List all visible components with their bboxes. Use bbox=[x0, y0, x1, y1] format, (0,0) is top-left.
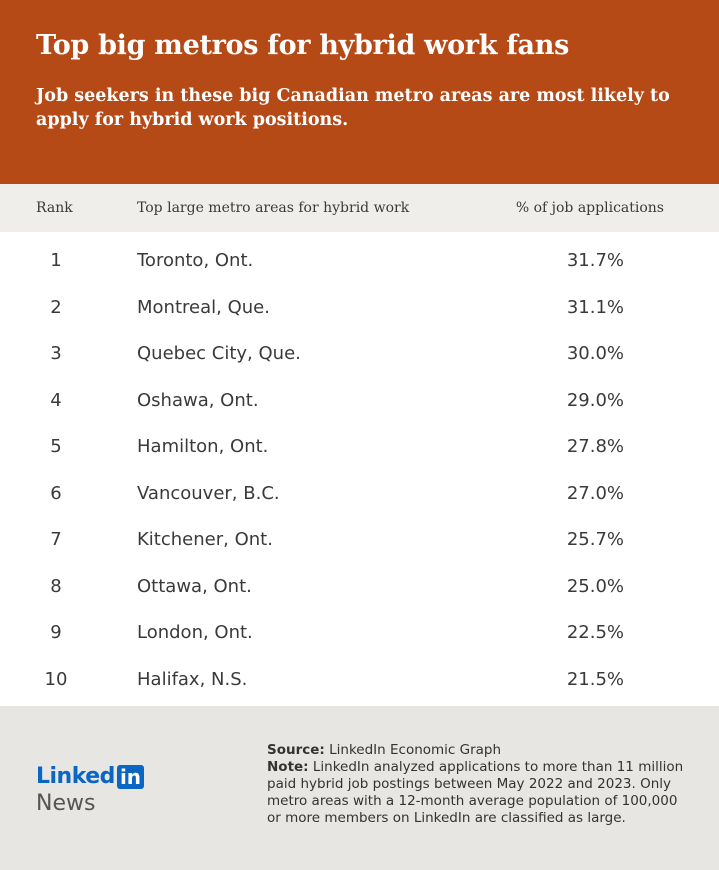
percent-cell: 27.0% bbox=[566, 482, 624, 504]
table-row: 6 Vancouver, B.C. 27.0% bbox=[0, 465, 719, 512]
percent-cell: 30.0% bbox=[566, 343, 624, 364]
page-title: Top big metros for hybrid work fans bbox=[36, 30, 569, 61]
column-header-metro: Top large metro areas for hybrid work bbox=[137, 200, 410, 216]
page-subtitle: Job seekers in these big Canadian metro … bbox=[36, 86, 670, 130]
footer: Linked in News Source: LinkedIn Economic… bbox=[0, 706, 719, 870]
percent-cell: 31.7% bbox=[566, 250, 624, 271]
percent-cell: 31.1% bbox=[566, 296, 624, 318]
metro-cell: Halifax, N.S. bbox=[137, 668, 248, 690]
source-text: LinkedIn Economic Graph bbox=[329, 742, 502, 758]
column-header-rank: Rank bbox=[36, 200, 73, 216]
table-header: Rank Top large metro areas for hybrid wo… bbox=[0, 184, 719, 232]
metro-cell: London, Ont. bbox=[137, 622, 253, 643]
percent-cell: 25.0% bbox=[566, 575, 624, 597]
rank-cell: 8 bbox=[50, 575, 62, 597]
percent-cell: 27.8% bbox=[566, 436, 624, 457]
rank-cell: 3 bbox=[50, 343, 62, 364]
table-row: 4 Oshawa, Ont. 29.0% bbox=[0, 372, 719, 419]
percent-cell: 21.5% bbox=[566, 668, 624, 690]
linkedin-news-logo: Linked in News bbox=[36, 764, 145, 816]
metro-cell: Hamilton, Ont. bbox=[137, 436, 269, 457]
rank-cell: 9 bbox=[50, 622, 62, 643]
logo-news-text: News bbox=[36, 791, 96, 816]
rank-cell: 6 bbox=[50, 482, 62, 504]
header-banner: Top big metros for hybrid work fans Job … bbox=[0, 0, 719, 184]
rank-cell: 2 bbox=[50, 296, 62, 318]
table-row: 10 Halifax, N.S. 21.5% bbox=[0, 651, 719, 698]
percent-cell: 22.5% bbox=[566, 622, 624, 643]
column-header-percent: % of job applications bbox=[515, 200, 664, 216]
rank-cell: 5 bbox=[50, 436, 62, 457]
table-row: 9 London, Ont. 22.5% bbox=[0, 604, 719, 651]
table-row: 8 Ottawa, Ont. 25.0% bbox=[0, 558, 719, 605]
rank-cell: 7 bbox=[50, 529, 62, 550]
table-body: 1 Toronto, Ont. 31.7% 2 Montreal, Que. 3… bbox=[0, 232, 719, 697]
source-note: Source: LinkedIn Economic Graph bbox=[267, 742, 687, 759]
percent-cell: 25.7% bbox=[566, 529, 624, 550]
table-row: 1 Toronto, Ont. 31.7% bbox=[0, 232, 719, 279]
linkedin-in-icon: in bbox=[116, 764, 145, 789]
rank-cell: 4 bbox=[50, 389, 62, 411]
table-row: 3 Quebec City, Que. 30.0% bbox=[0, 325, 719, 372]
table-row: 7 Kitchener, Ont. 25.7% bbox=[0, 511, 719, 558]
rank-cell: 1 bbox=[50, 250, 62, 271]
table-row: 2 Montreal, Que. 31.1% bbox=[0, 279, 719, 326]
metro-cell: Quebec City, Que. bbox=[137, 343, 301, 364]
metro-cell: Vancouver, B.C. bbox=[137, 482, 280, 504]
logo-word: Linked bbox=[36, 764, 115, 789]
source-label: Source: bbox=[267, 742, 325, 758]
metro-cell: Kitchener, Ont. bbox=[137, 529, 273, 550]
metro-cell: Oshawa, Ont. bbox=[137, 389, 259, 411]
metro-cell: Toronto, Ont. bbox=[137, 250, 254, 271]
table-row: 5 Hamilton, Ont. 27.8% bbox=[0, 418, 719, 465]
methodology-note: Note: LinkedIn analyzed applications to … bbox=[267, 759, 687, 827]
note-text: LinkedIn analyzed applications to more t… bbox=[267, 759, 684, 826]
percent-cell: 29.0% bbox=[566, 389, 624, 411]
linkedin-wordmark: Linked in bbox=[36, 764, 145, 789]
footnotes: Source: LinkedIn Economic Graph Note: Li… bbox=[267, 742, 687, 827]
metro-cell: Montreal, Que. bbox=[137, 296, 270, 318]
metro-cell: Ottawa, Ont. bbox=[137, 575, 252, 597]
note-label: Note: bbox=[267, 759, 309, 775]
rank-cell: 10 bbox=[44, 668, 68, 690]
